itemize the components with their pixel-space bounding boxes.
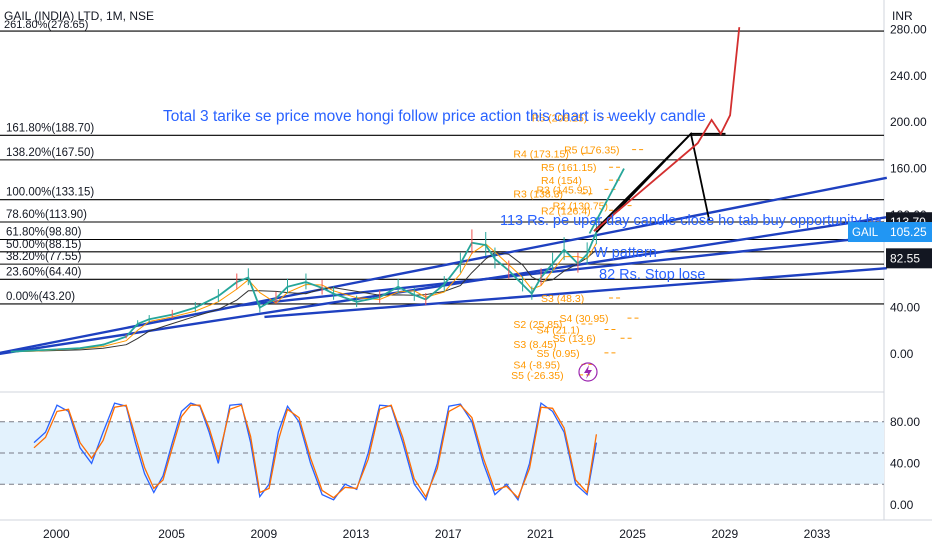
fib-label: 38.20%(77.55)	[6, 251, 82, 263]
fib-levels: 261.80%(278.65) 161.80%(188.70) 138.20%(16…	[0, 19, 884, 305]
oscillator-y-tick: 80.00	[890, 415, 920, 429]
fib-label: 23.60%(64.40)	[6, 266, 82, 278]
annotation-pattern: W pattern	[594, 245, 657, 261]
pivot-label: S2 (25.85)	[513, 319, 562, 331]
y-tick-label: 280.00	[890, 22, 927, 36]
currency-unit: INR	[892, 9, 913, 23]
price-label-text: 82.55	[890, 251, 920, 265]
moving-average-black	[10, 249, 597, 353]
x-tick-label: 2021	[527, 527, 554, 541]
y-tick-label: 200.00	[890, 115, 927, 129]
pivot-label: R2 (130.75)	[553, 201, 608, 213]
pivot-label: R5 (208.25)	[532, 113, 587, 125]
green-arrow	[588, 168, 625, 234]
annotation-buy: 113 Rs. pe upar day candle close ho tab …	[500, 213, 883, 229]
x-tick-label: 2029	[711, 527, 738, 541]
fib-label: 0.00%(43.20)	[6, 291, 75, 303]
trend-line	[0, 176, 888, 355]
pivot-labels: R5 (208.25) R4 (173.15)R5 (176.35) R5 (161…	[511, 113, 647, 382]
pivot-label: S4 (21.1)	[536, 325, 579, 337]
pivot-label: S3 (48.3)	[541, 293, 584, 305]
oscillator-series	[33, 401, 598, 502]
fib-label: 161.80%(188.70)	[6, 122, 94, 134]
pivot-label: S5 (-26.35)	[511, 370, 564, 382]
pivot-label: R2 (126.4)	[541, 205, 591, 217]
black-arrow-down	[593, 131, 711, 232]
pivot-label: R5 (176.35)	[564, 145, 619, 157]
annotation-main: Total 3 tarike se price move hongi follo…	[163, 108, 706, 125]
fib-label: 100.00%(133.15)	[6, 187, 94, 199]
pivot-label: S5 (13.6)	[553, 333, 596, 345]
x-tick-label: 2000	[43, 527, 70, 541]
pivot-label: R3 (145.95)	[536, 184, 591, 196]
y-tick-label: 0.00	[890, 347, 914, 361]
annotation-stoploss: 82 Rs. Stop lose	[599, 267, 705, 283]
oscillator-series	[33, 404, 598, 499]
y-tick-label: 160.00	[890, 162, 927, 176]
trend-line	[264, 267, 887, 319]
pivot-label: R3 (138.3)	[513, 189, 563, 201]
price-label: GAIL 105.25	[848, 222, 932, 243]
x-tick-label: 2013	[343, 527, 370, 541]
price-label-bg	[886, 248, 932, 269]
flash-icon-bolt	[584, 365, 592, 379]
moving-average-orange	[10, 242, 597, 353]
pivot-label: R4 (173.15)	[513, 148, 568, 160]
oscillator-y-tick: 0.00	[890, 498, 914, 512]
red-arrow	[593, 27, 741, 232]
fib-label: 50.00%(88.15)	[6, 239, 82, 251]
symbol-header: GAIL (INDIA) LTD, 1M, NSE	[4, 9, 155, 23]
fib-label: 138.20%(167.50)	[6, 147, 94, 159]
price-label: 82.55	[886, 248, 932, 269]
price-label-text: 105.25	[890, 225, 927, 239]
pivot-label: S3 (8.45)	[513, 339, 556, 351]
x-tick-label: 2033	[804, 527, 831, 541]
oscillator-y-tick: 40.00	[890, 456, 920, 470]
price-line	[10, 231, 598, 353]
x-tick-label: 2025	[619, 527, 646, 541]
x-tick-label: 2005	[158, 527, 185, 541]
fib-label: 261.80%(278.65)	[4, 19, 88, 31]
pivot-label: S4 (30.95)	[559, 313, 608, 325]
projection-arrows	[588, 27, 741, 234]
fib-label: 61.80%(98.80)	[6, 226, 82, 238]
flash-icon-ring	[578, 362, 598, 382]
price-label-name-bg	[848, 222, 886, 243]
y-tick-label: 240.00	[890, 69, 927, 83]
flash-icon	[578, 362, 598, 382]
pivot-label: R5 (161.15)	[541, 162, 596, 174]
y-tick-label: 40.00	[890, 301, 920, 315]
x-tick-label: 2009	[250, 527, 277, 541]
pivot-label: R4 (154)	[541, 175, 582, 187]
pivot-label: S4 (-8.95)	[513, 359, 560, 371]
x-tick-label: 2017	[435, 527, 462, 541]
price-label-name: GAIL	[852, 227, 879, 239]
price-label-bg	[886, 222, 932, 243]
pivot-label: S5 (0.95)	[536, 348, 579, 360]
fib-label: 78.60%(113.90)	[6, 209, 87, 221]
